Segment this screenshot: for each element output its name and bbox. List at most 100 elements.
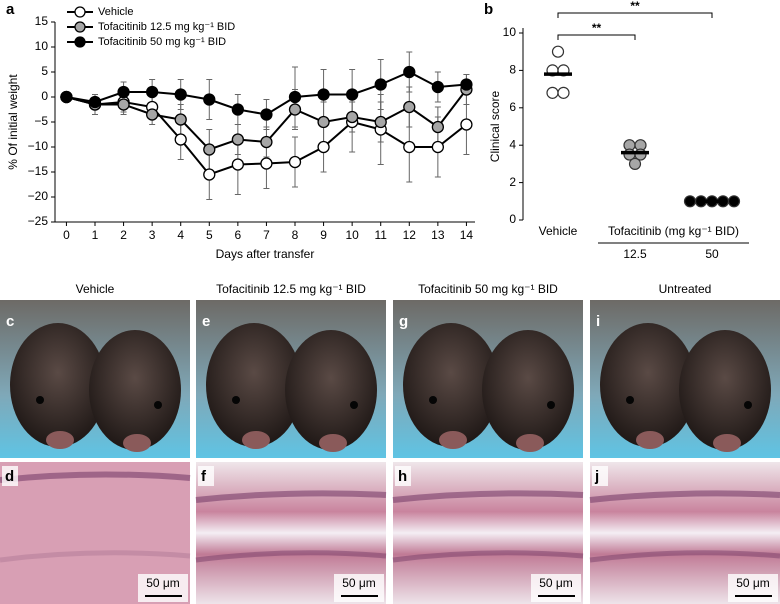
- mouse-eye: [744, 401, 752, 409]
- panel-letter: a: [6, 1, 15, 18]
- data-point: [403, 100, 416, 114]
- y-tick-label: 8: [509, 63, 516, 77]
- data-point: [174, 113, 187, 126]
- data-point: [288, 90, 302, 104]
- scale-label: 50 μm: [146, 576, 180, 590]
- data-point: [203, 93, 216, 106]
- mouse-head: [10, 323, 106, 447]
- scale-label: 50 μm: [539, 576, 573, 590]
- y-tick-label: −10: [28, 139, 49, 153]
- x-tick-label: 6: [235, 228, 242, 242]
- data-point: [683, 195, 697, 208]
- photo-title: Tofacitinib 12.5 mg kg⁻¹ BID: [216, 282, 366, 296]
- panel-letter: h: [398, 468, 407, 485]
- tissue-layer: [589, 490, 780, 503]
- tissue-layer: [392, 490, 584, 503]
- data-point: [551, 45, 565, 58]
- x-tick-label: 4: [177, 228, 184, 242]
- y-tick-label: 5: [41, 64, 48, 78]
- y-axis-label: Clinical score: [488, 90, 502, 162]
- photo: [393, 300, 583, 458]
- tissue-layer: [195, 490, 387, 503]
- y-tick-label: −20: [28, 189, 49, 203]
- x-tick-label: 12.5: [623, 247, 647, 261]
- panel-letter: g: [399, 313, 408, 330]
- data-point: [117, 85, 130, 99]
- data-point: [231, 158, 245, 171]
- histology-image: [0, 462, 191, 604]
- x-axis-label: Days after transfer: [216, 247, 315, 261]
- data-point: [231, 133, 245, 146]
- mouse-eye: [36, 396, 44, 404]
- photo: [590, 300, 780, 458]
- scale-box: [138, 574, 188, 602]
- mouse-head: [482, 330, 574, 450]
- mouse-nose: [516, 434, 544, 452]
- x-tick-label: 50: [705, 247, 719, 261]
- significance-label: **: [592, 21, 602, 35]
- significance-bracket: [557, 12, 713, 18]
- mouse-eye: [232, 396, 240, 404]
- letter-box: [2, 466, 18, 486]
- letter-box: [395, 466, 411, 486]
- data-point: [145, 108, 159, 121]
- mouse-head: [403, 323, 499, 447]
- y-tick-label: −5: [34, 114, 48, 128]
- significance-label: **: [630, 0, 640, 13]
- y-tick-label: 10: [35, 39, 49, 53]
- mouse-head: [600, 323, 696, 447]
- data-point: [460, 78, 473, 91]
- scale-box: [728, 574, 778, 602]
- data-point: [374, 78, 387, 91]
- tissue-layer: [0, 471, 191, 483]
- x-tick-label: 3: [149, 228, 156, 242]
- data-point: [374, 115, 387, 129]
- mouse-head: [206, 323, 302, 447]
- panel-letter: b: [484, 1, 493, 18]
- data-point: [174, 88, 187, 101]
- photo-title: Tofacitinib 50 mg kg⁻¹ BID: [418, 282, 558, 296]
- data-point: [727, 195, 741, 208]
- scale-box: [531, 574, 581, 602]
- mouse-nose: [319, 434, 347, 452]
- data-point: [345, 110, 359, 124]
- data-point: [260, 157, 273, 170]
- data-point: [460, 118, 473, 131]
- data-point: [88, 95, 102, 109]
- mouse-eye: [154, 401, 162, 409]
- data-point: [231, 103, 245, 116]
- mouse-nose: [636, 431, 664, 449]
- data-point: [60, 90, 73, 104]
- legend-label: Tofacitinib 50 mg kg⁻¹ BID: [98, 36, 226, 48]
- histology-image: [195, 462, 387, 604]
- mouse-head: [285, 330, 377, 450]
- photo-title: Vehicle: [76, 282, 115, 296]
- y-tick-label: 2: [509, 175, 516, 189]
- mouse-nose: [46, 431, 74, 449]
- tissue-layer: [392, 550, 584, 563]
- data-point: [288, 103, 302, 116]
- x-tick-label: 2: [120, 228, 127, 242]
- x-tick-label: 7: [263, 228, 270, 242]
- tissue-layer: [589, 550, 780, 563]
- y-tick-label: −15: [28, 164, 49, 178]
- data-point: [260, 108, 273, 121]
- x-tick-label: 12: [403, 228, 417, 242]
- legend-label: Vehicle: [98, 6, 133, 18]
- letter-box: [198, 466, 214, 486]
- data-point: [203, 168, 216, 181]
- data-point: [403, 65, 416, 79]
- mouse-eye: [350, 401, 358, 409]
- data-point: [345, 88, 359, 101]
- panel-letter: d: [5, 468, 14, 485]
- mouse-nose: [123, 434, 151, 452]
- x-tick-label: 5: [206, 228, 213, 242]
- x-tick-label: 1: [92, 228, 99, 242]
- data-point: [174, 133, 187, 146]
- x-tick-label: 10: [345, 228, 359, 242]
- mouse-nose: [713, 434, 741, 452]
- data-point: [546, 86, 559, 99]
- data-point: [628, 157, 642, 170]
- legend-label: Tofacitinib 12.5 mg kg⁻¹ BID: [98, 21, 235, 33]
- mouse-nose: [439, 431, 467, 449]
